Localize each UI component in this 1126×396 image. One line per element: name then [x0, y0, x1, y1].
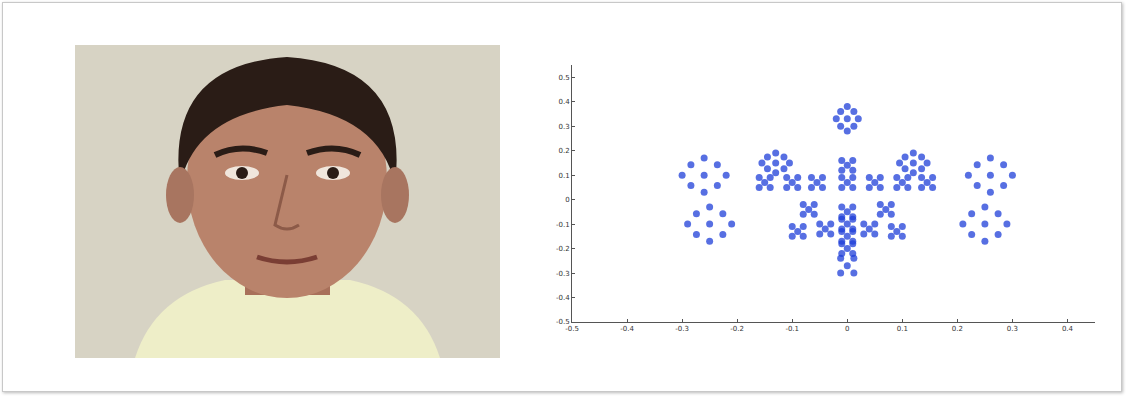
- svg-text:-0.2: -0.2: [556, 245, 570, 253]
- svg-text:0.4: 0.4: [1062, 325, 1074, 333]
- svg-text:0.1: 0.1: [558, 172, 569, 180]
- svg-text:0.3: 0.3: [1007, 325, 1018, 333]
- svg-text:-0.5: -0.5: [565, 325, 579, 333]
- svg-text:0.2: 0.2: [952, 325, 963, 333]
- svg-text:-0.3: -0.3: [675, 325, 689, 333]
- svg-text:0.1: 0.1: [897, 325, 908, 333]
- svg-text:0.2: 0.2: [558, 147, 569, 155]
- svg-text:0: 0: [565, 196, 569, 204]
- svg-text:0.3: 0.3: [558, 123, 569, 131]
- svg-text:-0.1: -0.1: [556, 221, 570, 229]
- svg-text:0.4: 0.4: [558, 98, 570, 106]
- svg-text:0.5: 0.5: [558, 74, 569, 82]
- svg-text:-0.4: -0.4: [620, 325, 634, 333]
- svg-text:-0.4: -0.4: [556, 294, 570, 302]
- svg-text:-0.2: -0.2: [730, 325, 744, 333]
- svg-text:0: 0: [845, 325, 849, 333]
- svg-text:-0.5: -0.5: [556, 318, 570, 326]
- svg-text:-0.3: -0.3: [556, 270, 570, 278]
- svg-text:-0.1: -0.1: [785, 325, 799, 333]
